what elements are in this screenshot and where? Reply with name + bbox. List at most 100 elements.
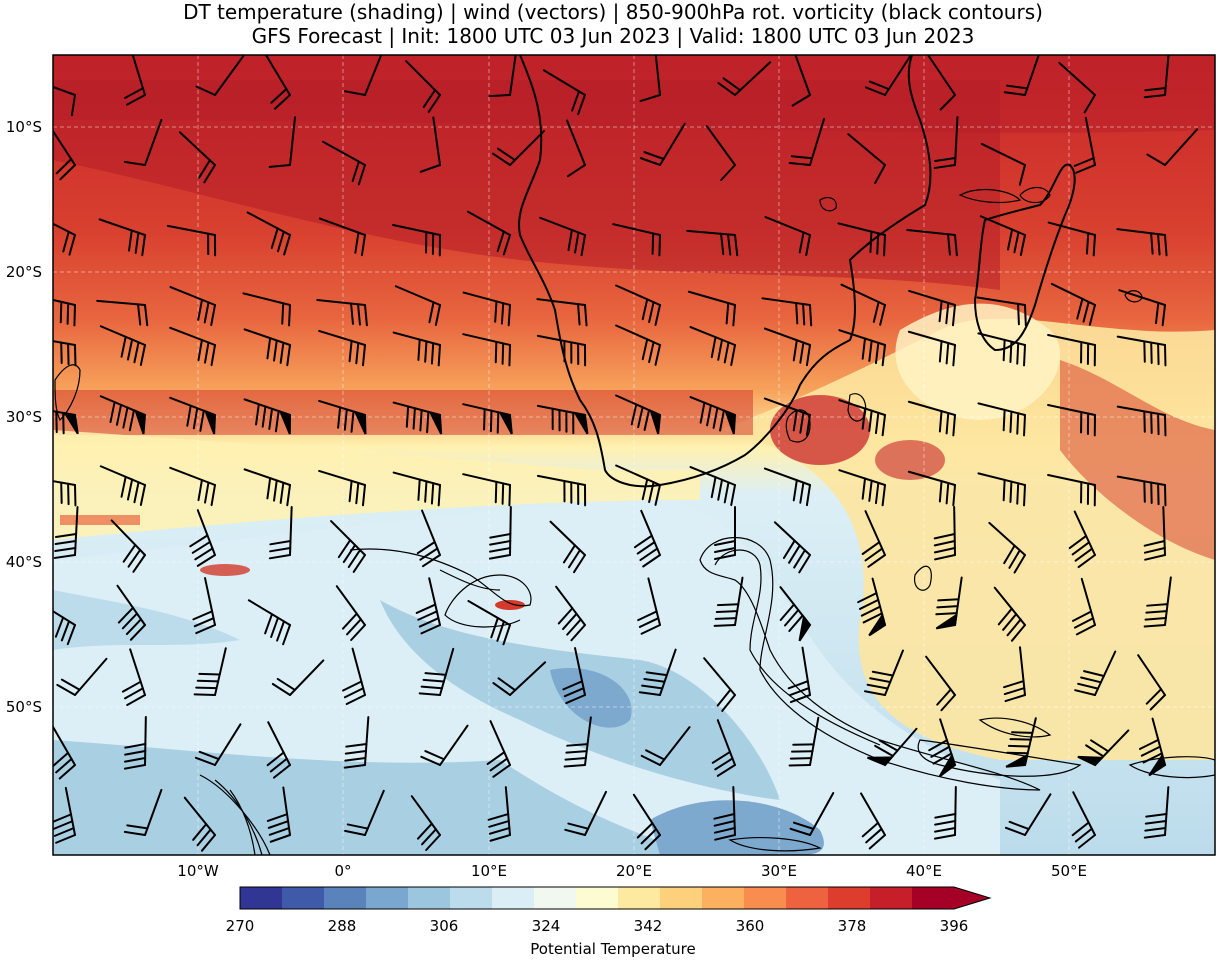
- wind-barb: [761, 297, 813, 327]
- map-frame: [52, 54, 1216, 856]
- wind-barb: [392, 224, 441, 257]
- wind-barb: [838, 329, 886, 367]
- wind-barb: [415, 577, 441, 635]
- wind-barb: [1118, 289, 1166, 327]
- wind-barb: [789, 792, 835, 836]
- wind-barb: [927, 55, 956, 111]
- wind-barb: [195, 55, 245, 96]
- wind-barb: [713, 576, 744, 627]
- wind-barb: [840, 283, 886, 326]
- wind-barb: [123, 788, 163, 836]
- wind-barb: [121, 648, 146, 706]
- colorbar-tick-342: 342: [633, 917, 663, 935]
- wind-barb: [907, 470, 956, 507]
- wind-barb: [53, 598, 76, 646]
- wind-barb: [536, 298, 588, 327]
- wind-barb: [1077, 729, 1130, 767]
- wind-barb: [906, 228, 958, 257]
- wind-barb: [416, 509, 441, 568]
- wind-barb: [246, 211, 291, 256]
- wind-barb: [689, 326, 736, 367]
- wind-barb: [711, 719, 736, 777]
- colorbar-tick-396: 396: [939, 917, 969, 935]
- wind-barb: [1074, 650, 1117, 696]
- madagascar: [973, 163, 1076, 352]
- lon-label-50e: 50°E: [1050, 862, 1088, 880]
- wind-barb: [123, 55, 146, 106]
- wind-barb: [1005, 717, 1037, 768]
- wind-barb: [462, 333, 511, 367]
- wind-barb: [123, 118, 163, 166]
- wind-barb: [977, 402, 1026, 437]
- wind-barb: [467, 600, 511, 646]
- wind-barb: [788, 118, 826, 166]
- wind-barb: [1137, 654, 1166, 711]
- lon-label-10w: 10°W: [177, 862, 219, 880]
- wind-barb: [266, 721, 291, 779]
- wind-barb: [462, 291, 511, 327]
- wind-barb: [612, 223, 661, 257]
- wind-barb: [392, 471, 441, 507]
- wind-barb: [847, 133, 886, 184]
- wind-barb: [928, 718, 957, 778]
- lat-label-20s: 20°S: [5, 263, 42, 281]
- wind-barb: [418, 647, 455, 696]
- colorbar-tick-270: 270: [225, 917, 255, 935]
- wind-barb: [342, 647, 366, 706]
- wind-barb: [318, 217, 366, 257]
- colorbar-label: Potential Temperature: [530, 940, 696, 958]
- wind-barb: [343, 55, 384, 96]
- wind-barb: [564, 790, 608, 836]
- wind-barb: [1003, 646, 1026, 703]
- wind-barb: [536, 404, 589, 435]
- wind-barb: [615, 284, 661, 326]
- wind-barb: [615, 464, 661, 506]
- wind-barb: [166, 224, 217, 257]
- wind-barb: [169, 466, 216, 507]
- wind-barb: [96, 299, 149, 327]
- wind-barb: [1073, 116, 1096, 174]
- wind-barb: [53, 475, 77, 507]
- wind-barb: [536, 334, 587, 367]
- wind-barb: [838, 469, 886, 507]
- wind-barb: [1058, 61, 1096, 114]
- wind-barb: [1047, 221, 1096, 257]
- wind-barb: [566, 119, 586, 178]
- wind-barb: [462, 403, 513, 435]
- wind-barb: [860, 792, 886, 850]
- wind-barb: [53, 786, 76, 844]
- wind-barb: [178, 131, 216, 184]
- wind-barb: [467, 210, 511, 256]
- lat-label-10s: 10°S: [5, 118, 42, 136]
- wind-barb: [633, 509, 661, 568]
- wind-barb: [1004, 793, 1052, 836]
- wind-barb: [271, 659, 325, 696]
- lon-label-10e: 10°E: [470, 862, 508, 880]
- wind-barb: [689, 466, 736, 507]
- wind-barb: [419, 116, 441, 173]
- wind-barb: [1116, 228, 1168, 257]
- wind-barb: [536, 474, 587, 507]
- lat-label-40s: 40°S: [5, 553, 42, 571]
- wind-barb: [979, 215, 1026, 256]
- wind-barb: [1003, 55, 1042, 96]
- wind-barb: [640, 726, 691, 766]
- wind-barb: [1050, 282, 1096, 326]
- wind-barb: [1071, 791, 1096, 849]
- africa-west-coast: [518, 55, 932, 488]
- wind-barb: [763, 327, 811, 367]
- wind-barb: [1068, 510, 1096, 569]
- wind-barb: [183, 796, 216, 852]
- wind-barb: [335, 585, 366, 641]
- wind-barb: [857, 577, 887, 637]
- wind-barb: [344, 789, 385, 836]
- wind-barb: [867, 727, 918, 767]
- wind-barb: [194, 723, 242, 766]
- wind-barb: [555, 585, 586, 642]
- wind-barb: [316, 298, 368, 327]
- lat-label-50s: 50°S: [5, 698, 42, 716]
- wind-barb: [1143, 786, 1170, 839]
- wind-barb: [492, 661, 547, 696]
- wind-barb: [632, 793, 661, 851]
- wind-barb: [837, 222, 886, 257]
